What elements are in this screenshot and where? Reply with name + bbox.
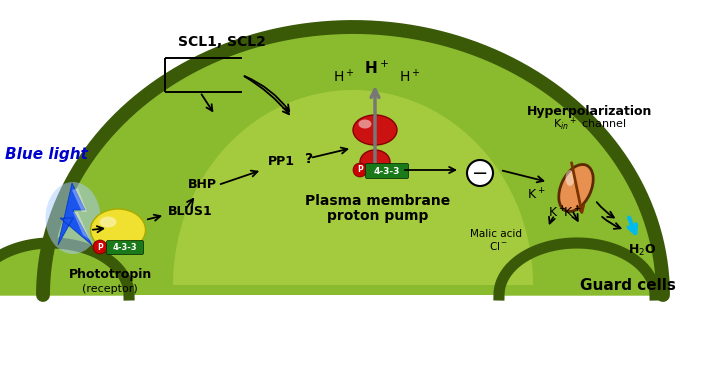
Text: PP1: PP1 [268,155,295,168]
Text: H$_2$O: H$_2$O [628,243,657,258]
Text: Malic acid: Malic acid [470,229,522,239]
Polygon shape [72,188,90,240]
Polygon shape [43,27,663,295]
Text: BHP: BHP [188,178,217,191]
Text: (receptor): (receptor) [82,284,138,294]
Text: H$^+$: H$^+$ [364,59,388,77]
Text: Hyperpolarization: Hyperpolarization [527,105,652,118]
Text: P: P [357,165,363,174]
Text: Blue light: Blue light [5,147,88,163]
Ellipse shape [90,209,145,251]
Circle shape [467,160,493,186]
Text: P: P [97,243,103,252]
Text: −: − [472,163,488,183]
Ellipse shape [353,115,397,145]
Text: Guard cells: Guard cells [580,278,676,293]
Text: H$^+$: H$^+$ [400,68,421,85]
Ellipse shape [558,165,593,211]
Circle shape [93,240,107,254]
Text: K$_{in}$$^+$ channel: K$_{in}$$^+$ channel [554,116,627,133]
Text: K$^+$: K$^+$ [563,206,582,221]
FancyBboxPatch shape [366,163,409,179]
Ellipse shape [566,170,575,186]
Polygon shape [0,295,706,390]
Polygon shape [499,243,655,295]
Polygon shape [660,295,706,390]
Text: K$^+$: K$^+$ [527,188,546,203]
Text: Phototropin: Phototropin [68,268,152,281]
Text: ?: ? [305,152,313,166]
Text: Cl$^-$: Cl$^-$ [489,240,508,252]
Ellipse shape [360,150,390,174]
Polygon shape [173,90,533,285]
Ellipse shape [100,216,116,227]
Text: H$^+$: H$^+$ [333,68,354,85]
Text: 4-3-3: 4-3-3 [113,243,137,252]
Polygon shape [58,183,92,245]
Ellipse shape [359,119,371,128]
Ellipse shape [45,182,100,254]
Text: Plasma membrane: Plasma membrane [306,194,450,208]
Polygon shape [0,243,129,295]
Circle shape [353,163,367,177]
Text: proton pump: proton pump [328,209,429,223]
Text: 4-3-3: 4-3-3 [373,167,400,176]
FancyBboxPatch shape [107,241,143,255]
Text: SCL1, SCL2: SCL1, SCL2 [178,35,266,49]
Text: K$^+$: K$^+$ [548,206,566,221]
Text: BLUS1: BLUS1 [168,205,213,218]
